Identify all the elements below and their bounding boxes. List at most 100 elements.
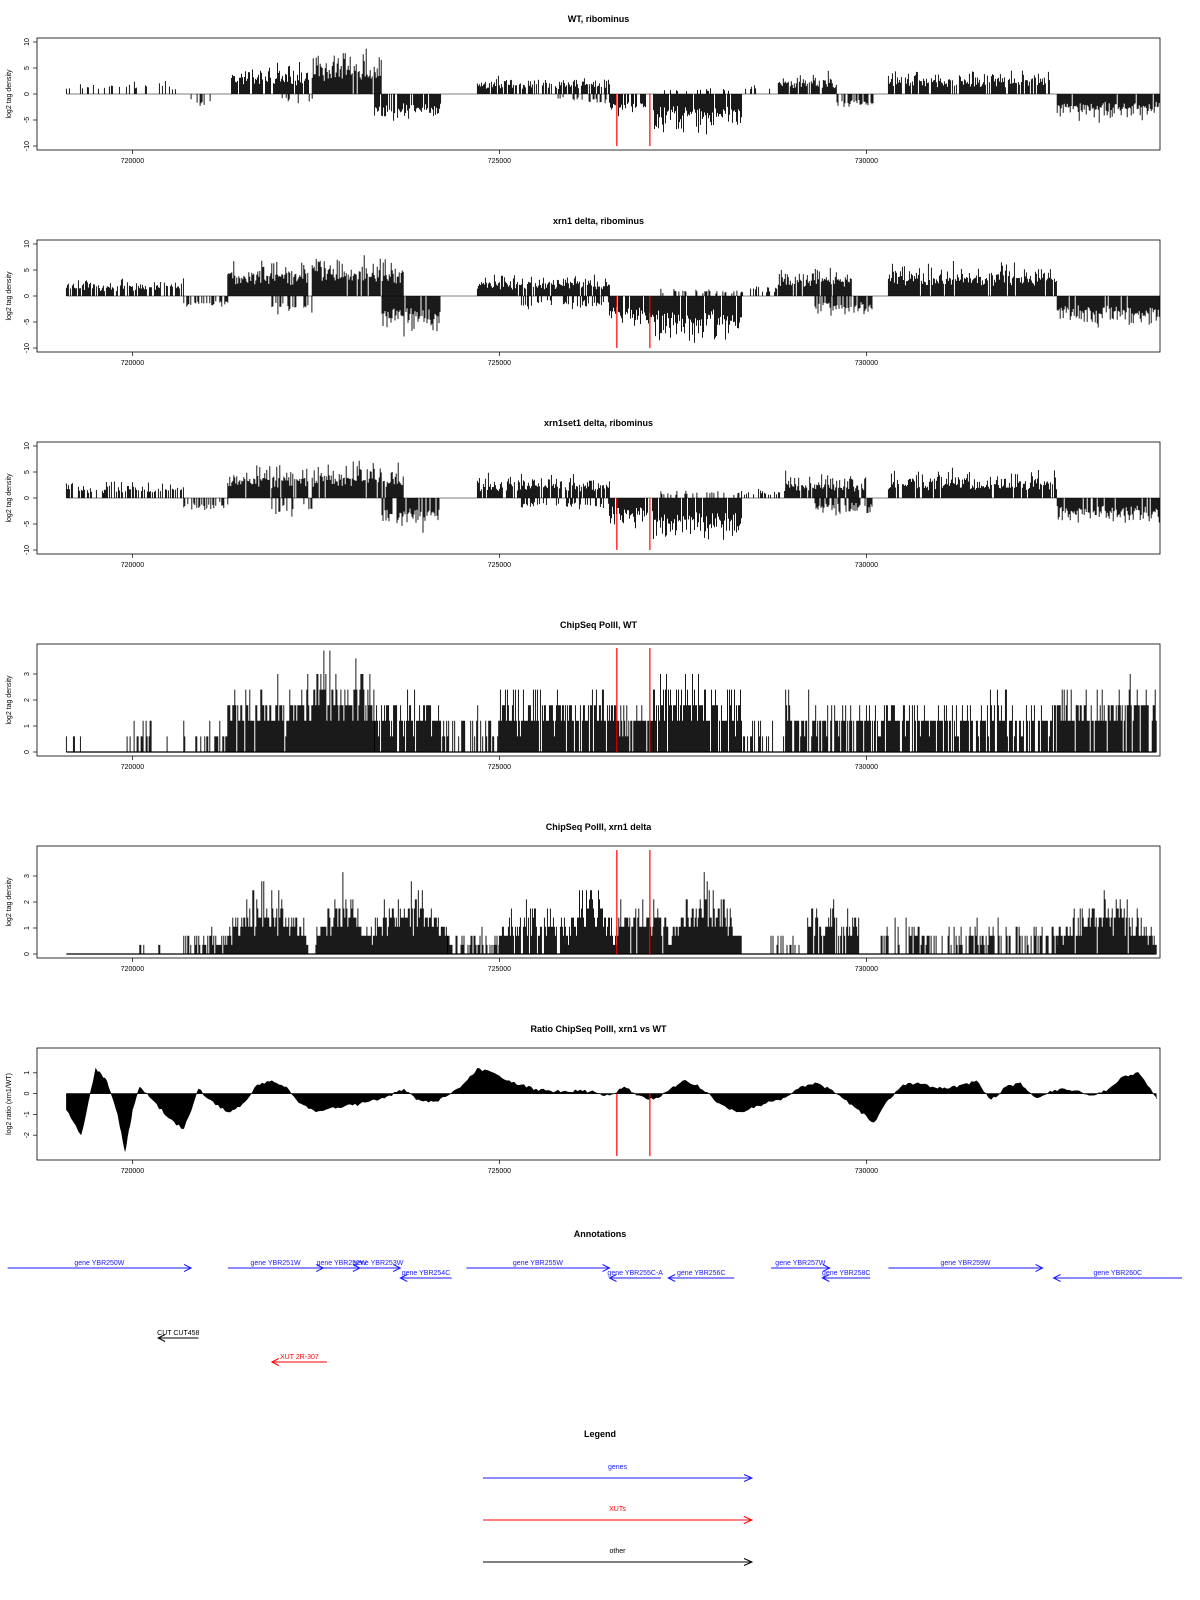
annotation-7: gene YBR255C-A (607, 1270, 663, 1282)
y-axis-label: log2 tag density (6, 271, 13, 321)
y-axis-label: log2 ratio (xrn1/WT) (6, 1073, 13, 1135)
annotation-2: gene YBR251W (227, 1260, 325, 1272)
y-tick-label: 1 (24, 1071, 31, 1075)
y-axis-label: log2 tag density (6, 877, 13, 927)
y-tick-label: 0 (24, 92, 31, 96)
annotation-5: gene YBR254C (399, 1270, 452, 1282)
arrowhead-icon (743, 1474, 754, 1482)
arrowhead-icon (608, 1274, 617, 1282)
chart-title-2: xrn1 delta, ribominus (553, 216, 644, 226)
chart-title-4: ChipSeq PolII, WT (560, 620, 637, 630)
annotation-label: gene YBR252W (317, 1260, 367, 1267)
annotation-12: gene YBR260C (1052, 1270, 1183, 1282)
annotation-11: gene YBR259W (888, 1260, 1044, 1272)
annotation-label: gene YBR257W (775, 1260, 825, 1267)
x-tick-label: 720000 (121, 764, 144, 771)
arrowhead-icon (270, 1358, 280, 1366)
y-axis-label: log2 tag density (6, 69, 13, 119)
annotation-label: gene YBR259W (940, 1260, 990, 1267)
x-tick-label: 730000 (855, 360, 878, 367)
y-tick-label: -10 (24, 141, 31, 151)
y-tick-label: 3 (24, 874, 31, 878)
arrowhead-icon (393, 1264, 402, 1272)
y-tick-label: 1 (24, 724, 31, 728)
annotations-panel: Annotations gene YBR250W gene YBR251W gene… (7, 1229, 1183, 1366)
annotation-label: CUT CUT458 (157, 1330, 199, 1337)
x-tick-label: 720000 (121, 966, 144, 973)
y-tick-label: -2 (24, 1132, 31, 1138)
legend-item-genes: genes (483, 1464, 754, 1482)
arrowhead-icon (156, 1334, 166, 1342)
annotation-label: gene YBR256C (677, 1270, 726, 1277)
annotation-label: gene YBR250W (74, 1260, 124, 1267)
legend-label: genes (608, 1464, 628, 1471)
y-axis-label: log2 tag density (6, 473, 13, 523)
x-tick-label: 730000 (855, 1168, 878, 1175)
arrowhead-icon (399, 1274, 408, 1282)
x-tick-label: 720000 (121, 1168, 144, 1175)
arrowhead-icon (183, 1264, 193, 1272)
x-tick-label: 725000 (488, 1168, 511, 1175)
signal-bars (65, 255, 1160, 343)
annotation-13: CUT CUT458 (156, 1330, 200, 1342)
annotation-label: XUT 2R-307 (280, 1354, 319, 1361)
signal-bars (65, 460, 1160, 540)
legend-label: XUTs (609, 1506, 626, 1513)
arrowhead-icon (1035, 1264, 1044, 1272)
legend-item-other: other (483, 1548, 754, 1566)
chart-panel-5: ChipSeq PolII, xrn1 delta log2 tag densit… (6, 822, 1161, 973)
x-tick-label: 725000 (488, 360, 511, 367)
chart-title-5: ChipSeq PolII, xrn1 delta (546, 822, 653, 832)
chart-title-1: WT, ribominus (568, 14, 630, 24)
x-tick-label: 720000 (121, 562, 144, 569)
annotation-10: gene YBR258C (821, 1270, 870, 1282)
arrowhead-icon (743, 1516, 754, 1524)
y-tick-label: 0 (24, 952, 31, 956)
x-tick-label: 725000 (488, 562, 511, 569)
y-tick-label: 10 (24, 38, 31, 46)
signal-bars (65, 650, 1157, 752)
y-tick-label: 0 (24, 496, 31, 500)
x-tick-label: 730000 (855, 158, 878, 165)
y-tick-label: 5 (24, 470, 31, 474)
y-tick-label: -5 (24, 319, 31, 325)
x-tick-label: 730000 (855, 562, 878, 569)
chart-panel-1: WT, ribominus log2 tag density 10 5 0 -5 -10 72… (6, 14, 1161, 165)
chart-panel-2: xrn1 delta, ribominus log2 tag density 10 5… (6, 216, 1161, 367)
annotation-label: gene YBR255C-A (607, 1270, 663, 1277)
annotation-label: gene YBR260C (1094, 1270, 1143, 1277)
annotations-title: Annotations (574, 1229, 627, 1239)
plot-frame (36, 1047, 1161, 1161)
y-tick-label: 0 (24, 294, 31, 298)
arrowhead-icon (822, 1264, 831, 1272)
y-tick-label: 0 (24, 1092, 31, 1096)
x-tick-label: 730000 (855, 764, 878, 771)
annotation-label: gene YBR253W (353, 1260, 403, 1267)
y-tick-label: 2 (24, 698, 31, 702)
arrowhead-icon (667, 1274, 676, 1282)
x-tick-label: 720000 (121, 360, 144, 367)
y-tick-label: 10 (24, 240, 31, 248)
y-tick-label: 5 (24, 268, 31, 272)
x-tick-label: 725000 (488, 966, 511, 973)
y-tick-label: 0 (24, 750, 31, 754)
annotation-label: gene YBR255W (513, 1260, 563, 1267)
chart-panel-4: ChipSeq PolII, WT log2 tag density 3 2 1 0 720… (6, 620, 1161, 771)
y-tick-label: 3 (24, 672, 31, 676)
x-tick-label: 725000 (488, 158, 511, 165)
y-tick-label: 10 (24, 442, 31, 450)
y-tick-label: -5 (24, 521, 31, 527)
ratio-area (66, 1067, 1157, 1152)
y-tick-label: 2 (24, 900, 31, 904)
annotation-label: gene YBR254C (402, 1270, 451, 1277)
annotation-6: gene YBR255W (466, 1260, 611, 1272)
legend-label: other (610, 1548, 627, 1555)
chart-panel-3: xrn1set1 delta, ribominus log2 tag densit… (6, 418, 1161, 569)
arrowhead-icon (743, 1558, 754, 1566)
annotation-4: gene YBR253W (353, 1260, 404, 1272)
signal-bars (65, 48, 1160, 135)
chart-title-3: xrn1set1 delta, ribominus (544, 418, 653, 428)
arrowhead-icon (602, 1264, 611, 1272)
arrowhead-icon (1052, 1274, 1061, 1282)
